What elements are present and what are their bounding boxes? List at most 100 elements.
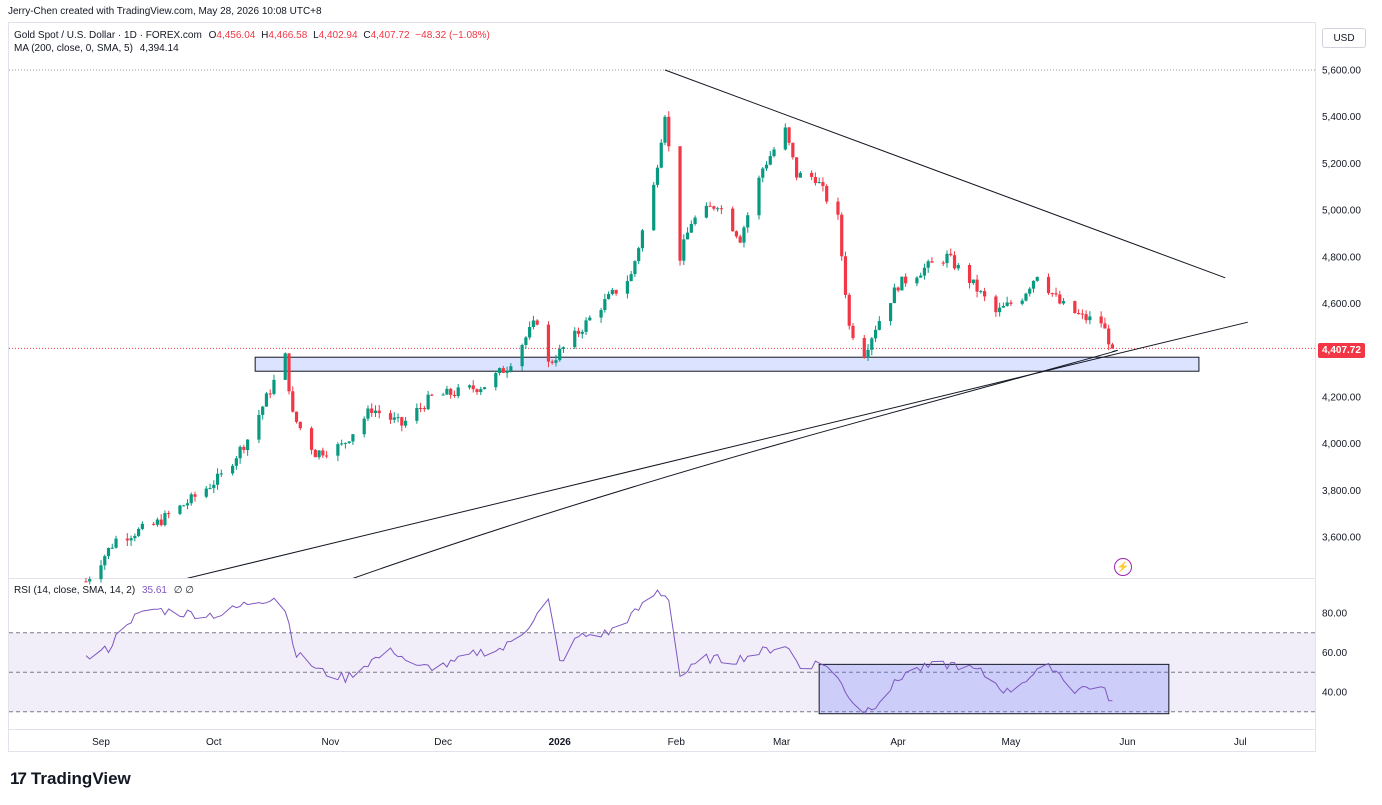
candle-body — [836, 201, 840, 215]
candle-body — [667, 116, 671, 147]
candle-body — [426, 394, 430, 410]
candle-body — [152, 523, 156, 525]
candle-body — [573, 330, 577, 348]
main-legend[interactable]: Gold Spot / U.S. Dollar · 1D · FOREX.com… — [14, 29, 490, 43]
candle-body — [663, 116, 667, 143]
candle-body — [219, 473, 223, 475]
candle-body — [783, 127, 787, 150]
high-label: H — [261, 30, 269, 41]
candle-body — [761, 168, 765, 178]
candle-body — [734, 231, 739, 237]
candle-body — [817, 182, 821, 184]
candle-body — [941, 262, 945, 264]
candle-body — [471, 385, 475, 390]
candle-body — [309, 428, 314, 450]
price-tick-label: 4,200.00 — [1322, 392, 1361, 403]
candle-body — [125, 538, 129, 541]
rsi-pane[interactable] — [8, 578, 1316, 730]
rsi-extra: ∅ ∅ — [173, 585, 194, 596]
candle-body — [294, 411, 299, 422]
candle-body — [633, 261, 637, 275]
candle-body — [1005, 302, 1009, 306]
candle-body — [396, 417, 400, 419]
candle-body — [528, 327, 532, 338]
price-tick-label: 4,600.00 — [1322, 299, 1361, 310]
candle-body — [231, 465, 235, 474]
rsi-value: 35.61 — [141, 585, 167, 596]
candle-body — [1035, 276, 1039, 281]
candle-body — [610, 289, 614, 294]
candle-body — [994, 296, 998, 313]
candle-body — [1099, 316, 1103, 324]
candle-body — [614, 289, 618, 294]
candle-body — [949, 253, 953, 256]
candle-body — [392, 417, 396, 420]
candle-body — [347, 441, 351, 443]
price-tick-label: 4,000.00 — [1322, 439, 1361, 450]
trendlines-group — [186, 69, 1248, 578]
candle-body — [719, 208, 723, 210]
candle-body — [366, 408, 370, 419]
candle-body — [1103, 323, 1107, 329]
ma-legend[interactable]: MA (200, close, 0, SMA, 5) 4,394.14 — [14, 43, 179, 54]
candle-body — [482, 387, 487, 390]
candle-body — [110, 547, 114, 549]
candle-body — [193, 494, 197, 497]
currency-button[interactable]: USD — [1322, 28, 1366, 48]
tradingview-logo[interactable]: 17 TradingView — [10, 769, 131, 789]
candle-body — [445, 388, 449, 395]
candle-body — [603, 299, 607, 311]
candle-body — [189, 494, 193, 504]
candle-body — [340, 443, 344, 445]
candle-body — [415, 407, 419, 421]
candle-body — [629, 274, 633, 282]
ma-label: MA (200, close, 0, SMA, 5) — [14, 43, 133, 54]
candle-body — [494, 373, 498, 388]
lightning-icon[interactable]: ⚡ — [1114, 558, 1132, 576]
time-axis[interactable] — [8, 730, 1316, 752]
price-pane[interactable] — [8, 22, 1316, 578]
symbol-name[interactable]: Gold Spot / U.S. Dollar · 1D · FOREX.com — [14, 30, 202, 41]
time-tick-label: Apr — [890, 737, 906, 748]
candle-body — [441, 394, 445, 396]
support-zone — [254, 356, 1200, 372]
candle-body — [877, 321, 881, 330]
candle-body — [452, 394, 457, 397]
tradingview-logo-icon: 17 — [10, 769, 27, 788]
candle-body — [840, 214, 844, 257]
candle-body — [945, 253, 949, 264]
candle-body — [505, 370, 509, 373]
candle-body — [685, 232, 690, 240]
candle-body — [362, 418, 366, 435]
candle-body — [159, 519, 163, 526]
candle-body — [137, 528, 141, 536]
change-value: −48.32 (−1.08%) — [415, 30, 490, 41]
candle-body — [182, 505, 186, 507]
candle-body — [821, 182, 825, 186]
candle-body — [588, 317, 592, 321]
candle-body — [810, 172, 814, 177]
rsi-legend[interactable]: RSI (14, close, SMA, 14, 2) 35.61 ∅ ∅ — [14, 585, 194, 596]
candle-body — [1031, 280, 1036, 289]
candle-body — [678, 146, 682, 261]
candle-body — [185, 503, 190, 506]
candle-body — [419, 407, 423, 409]
candle-body — [272, 379, 276, 394]
candle-body — [268, 393, 272, 395]
candle-body — [351, 434, 355, 442]
candle-body — [998, 307, 1002, 313]
candle-body — [967, 265, 972, 284]
candle-body — [1080, 313, 1084, 315]
candle-body — [584, 320, 588, 332]
candle-body — [892, 287, 896, 304]
candle-body — [843, 256, 848, 295]
candle-body — [1107, 328, 1111, 345]
candle-body — [554, 360, 558, 363]
candle-body — [129, 538, 133, 541]
candle-body — [772, 149, 776, 157]
candle-body — [449, 388, 453, 395]
candle-body — [768, 156, 772, 165]
candle-body — [535, 320, 539, 325]
candle-body — [287, 353, 291, 392]
candle-body — [479, 389, 483, 393]
